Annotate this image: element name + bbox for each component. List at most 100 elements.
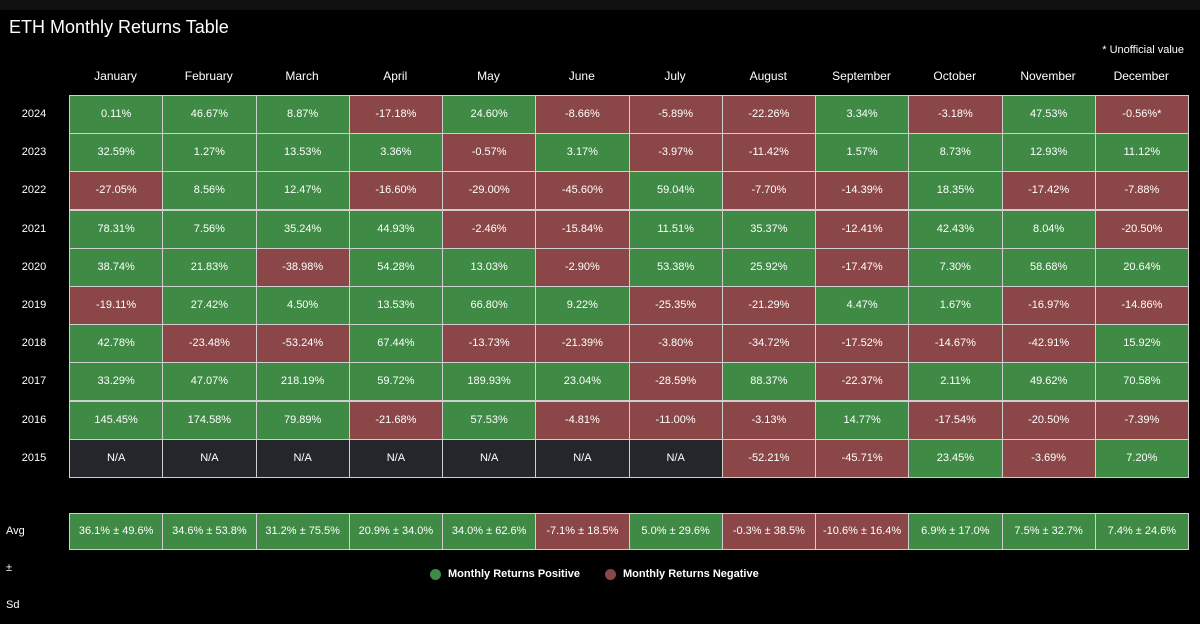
table-cell: -20.50% (1001, 400, 1096, 440)
table-cell: 47.07% (162, 362, 257, 402)
year-label: 2019 (21, 299, 47, 311)
month-header: August (749, 69, 787, 83)
table-cell: N/A (628, 438, 723, 478)
table-cell: 12.47% (255, 171, 350, 211)
table-cell: 79.89% (255, 400, 350, 440)
table-cell: 8.73% (908, 133, 1003, 173)
table-cell: -7.88% (1094, 171, 1189, 211)
table-cell: 23.04% (535, 362, 630, 402)
month-header: November (1020, 69, 1076, 83)
month-header: April (383, 69, 408, 83)
table-cell: 44.93% (348, 209, 443, 249)
table-cell: 20.64% (1094, 247, 1189, 287)
table-cell: 42.78% (69, 324, 164, 364)
table-cell: -20.50% (1094, 209, 1189, 249)
year-label: 2020 (21, 260, 47, 273)
table-cell: 3.36% (348, 133, 443, 173)
table-cell: 70.58% (1094, 362, 1189, 402)
table-cell: -12.41% (815, 209, 910, 249)
table-cell: -3.97% (628, 133, 723, 173)
table-cell: 78.31% (69, 209, 164, 249)
unofficial-note: * Unofficial value (1102, 44, 1184, 56)
legend-label-negative: Monthly Returns Negative (623, 568, 759, 580)
year-label: 2021 (21, 222, 47, 235)
table-cell: 1.67% (908, 286, 1003, 325)
table-cell: -17.52% (815, 324, 910, 364)
table-cell: 12.93% (1001, 133, 1096, 173)
table-cell: 7.30% (908, 247, 1003, 287)
table-cell: 218.19% (255, 362, 350, 402)
table-cell: 59.04% (628, 171, 723, 211)
summary-cell: 6.9% ± 17.0% (908, 513, 1003, 550)
table-cell: 47.53% (1001, 95, 1096, 134)
top-bar (0, 0, 1200, 10)
table-cell: 21.83% (162, 247, 257, 287)
table-cell: 7.20% (1094, 438, 1189, 478)
year-label: 2016 (21, 413, 47, 426)
table-cell: 24.60% (442, 95, 537, 134)
table-cell: 0.11% (69, 95, 164, 134)
table-cell: 49.62% (1001, 362, 1096, 402)
table-cell: 42.43% (908, 209, 1003, 249)
table-cell: -34.72% (721, 324, 816, 364)
table-cell: 35.24% (255, 209, 350, 249)
table-cell: -19.11% (69, 286, 164, 325)
month-header: October (933, 69, 977, 83)
table-cell: -11.42% (721, 133, 816, 173)
table-cell: 11.12% (1094, 133, 1189, 173)
summary-cell: 5.0% ± 29.6% (628, 513, 723, 550)
year-label: 2024 (21, 108, 47, 120)
table-cell: N/A (442, 438, 537, 478)
table-cell: -17.47% (815, 247, 910, 287)
table-cell: 8.04% (1001, 209, 1096, 249)
summary-cell: -7.1% ± 18.5% (535, 513, 630, 550)
summary-cell: 7.5% ± 32.7% (1001, 513, 1096, 550)
table-cell: 46.67% (162, 95, 257, 134)
table-cell: -7.39% (1094, 400, 1189, 440)
table-cell: 27.42% (162, 286, 257, 325)
table-cell: N/A (535, 438, 630, 478)
table-cell: -3.69% (1001, 438, 1096, 478)
table-cell: 1.57% (815, 133, 910, 173)
table-cell: -13.73% (442, 324, 537, 364)
month-header: March (285, 69, 319, 83)
table-cell: 25.92% (721, 247, 816, 287)
table-cell: 3.17% (535, 133, 630, 173)
summary-cell: 36.1% ± 49.6% (69, 513, 164, 550)
table-cell: 57.53% (442, 400, 537, 440)
table-cell: 4.50% (255, 286, 350, 325)
table-cell: -16.97% (1001, 286, 1096, 325)
summary-cell: 34.0% ± 62.6% (442, 513, 537, 550)
table-cell: -29.00% (442, 171, 537, 211)
table-cell: -0.57% (442, 133, 537, 173)
legend-item-negative: Monthly Returns Negative (605, 566, 759, 582)
table-cell: 88.37% (721, 362, 816, 402)
table-cell: -21.68% (348, 400, 443, 440)
avg-sd-label: Avg ± Sd (6, 525, 25, 611)
table-cell: -22.37% (815, 362, 910, 402)
table-cell: -52.21% (721, 438, 816, 478)
table-cell: 13.03% (442, 247, 537, 287)
month-header: September (832, 69, 891, 83)
table-cell: 38.74% (69, 247, 164, 287)
table-cell: 58.68% (1001, 247, 1096, 287)
table-cell: 9.22% (535, 286, 630, 325)
table-cell: 3.34% (815, 95, 910, 134)
table-cell: -28.59% (628, 362, 723, 402)
legend-dot-positive (430, 568, 441, 580)
table-cell: 67.44% (348, 324, 443, 364)
summary-cell: -10.6% ± 16.4% (815, 513, 910, 550)
table-cell: -15.84% (535, 209, 630, 249)
table-cell: 7.56% (162, 209, 257, 249)
table-cell: 8.56% (162, 171, 257, 211)
month-header: July (664, 69, 686, 83)
table-cell: 8.87% (255, 95, 350, 134)
table-cell: -42.91% (1001, 324, 1096, 364)
summary-cell: -0.3% ± 38.5% (721, 513, 816, 550)
legend-label-positive: Monthly Returns Positive (448, 568, 581, 580)
table-cell: -3.13% (721, 400, 816, 440)
table-cell: -21.39% (535, 324, 630, 364)
table-cell: N/A (162, 438, 257, 478)
table-cell: -17.18% (348, 95, 443, 134)
table-cell: 59.72% (348, 362, 443, 402)
